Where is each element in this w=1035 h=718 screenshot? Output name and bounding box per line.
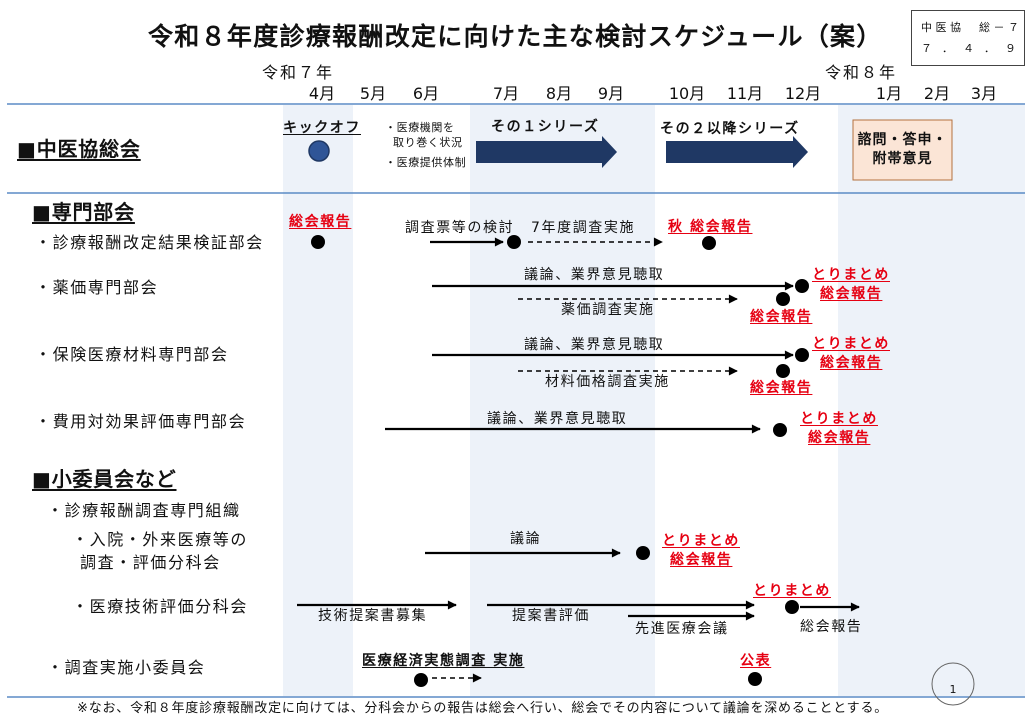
- month-label: 4月: [308, 84, 336, 103]
- row-label-drug-price: ・薬価専門部会: [35, 278, 159, 297]
- tech-report-label: 総会報告: [800, 619, 863, 635]
- materials-survey-report-dot: [776, 364, 790, 378]
- band-jul-sep: [470, 105, 655, 696]
- final-box-line1: 諮問・答申・: [857, 132, 948, 148]
- page-number-circle: [931, 662, 975, 706]
- advanced-medical-council-label: 先進医療会議: [635, 621, 729, 637]
- tech-summary-dot: [785, 600, 799, 614]
- footnote: ※なお、令和８年度診療報酬改定に向けては、分科会からの報告は総会へ行い、総会でそ…: [77, 701, 889, 716]
- verification-step1-label: 調査票等の検討: [405, 220, 515, 236]
- tech-proposal-review-label: 提案書評価: [512, 608, 590, 624]
- publish-label: 公表: [740, 653, 772, 669]
- month-label: 2月: [923, 84, 951, 103]
- topic-item: 取り巻く状況: [393, 136, 463, 149]
- month-label: 12月: [784, 84, 822, 103]
- drug-price-survey-report-label: 総会報告: [750, 309, 813, 325]
- month-label: 10月: [668, 84, 706, 103]
- row-label-inpatient-line2: 調査・評価分科会: [80, 553, 221, 572]
- row-label-survey-subcommittee: ・調査実施小委員会: [47, 658, 206, 677]
- series-2-arrow: [666, 136, 808, 168]
- year-label-end: 令和８年: [825, 63, 898, 82]
- month-label: 9月: [597, 84, 625, 103]
- cost-effectiveness-report-label: 総会報告: [808, 430, 871, 446]
- cost-effectiveness-summary-dot: [773, 423, 787, 437]
- section-heading-expert-committees: ■専門部会: [32, 200, 135, 224]
- inpatient-report-label: 総会報告: [670, 552, 733, 568]
- tech-summary-label: とりまとめ: [753, 583, 831, 599]
- cost-effectiveness-summary-label: とりまとめ: [800, 411, 878, 427]
- section-heading-subcommittees: ■小委員会など: [32, 467, 177, 491]
- row-label-survey-organization: ・診療報酬調査専門組織: [47, 501, 241, 520]
- drug-price-discussion-label: 議論、業界意見聴取: [524, 267, 665, 283]
- document-date-line: ７．４．９: [921, 42, 1025, 55]
- materials-summary-label: とりまとめ: [812, 336, 890, 352]
- kickoff-label: キックオフ: [283, 120, 361, 136]
- month-label: 1月: [875, 84, 903, 103]
- page-title: 令和８年度診療報酬改定に向けた主な検討スケジュール（案）: [148, 22, 883, 51]
- verification-autumn-report-dot: [702, 236, 716, 250]
- materials-summary-report-label: 総会報告: [820, 355, 883, 371]
- verification-autumn-report-label: 秋 総会報告: [668, 219, 753, 235]
- month-label: 11月: [726, 84, 764, 103]
- verification-report-dot: [311, 235, 325, 249]
- row-label-inpatient-line1: ・入院・外来医療等の: [72, 530, 249, 549]
- materials-survey-report-label: 総会報告: [750, 380, 813, 396]
- month-label: 5月: [359, 84, 387, 103]
- document-id-line1: 中医協 総－７: [921, 21, 1023, 34]
- drug-price-summary-label: とりまとめ: [812, 267, 890, 283]
- kickoff-marker: [308, 140, 330, 162]
- row-label-tech-assessment: ・医療技術評価分科会: [72, 597, 249, 616]
- materials-survey-label: 材料価格調査実施: [545, 374, 670, 390]
- cost-effectiveness-discussion-label: 議論、業界意見聴取: [487, 411, 628, 427]
- row-label-verification: ・診療報酬改定結果検証部会: [35, 233, 264, 252]
- verification-survey-start-dot: [507, 235, 521, 249]
- verification-step2-label: 7年度調査実施: [531, 220, 636, 236]
- inpatient-summary-label: とりまとめ: [662, 533, 740, 549]
- drug-price-summary-report-label: 総会報告: [820, 286, 883, 302]
- inpatient-summary-dot: [636, 546, 650, 560]
- page-number: 1: [949, 683, 957, 696]
- drug-price-survey-label: 薬価調査実施: [561, 302, 655, 318]
- materials-summary-dot: [795, 348, 809, 362]
- band-jan-mar: [838, 105, 1025, 696]
- year-label-start: 令和７年: [262, 63, 335, 82]
- section-heading-general-assembly: ■中医協総会: [17, 137, 141, 161]
- topic-item: ・医療機関を: [385, 121, 455, 134]
- verification-report-label: 総会報告: [289, 214, 352, 230]
- topic-item: ・医療提供体制: [385, 156, 467, 169]
- row-label-materials: ・保険医療材料専門部会: [35, 345, 229, 364]
- inpatient-discussion-label: 議論: [510, 531, 542, 547]
- final-box-line2: 附帯意見: [872, 151, 933, 167]
- materials-discussion-label: 議論、業界意見聴取: [524, 337, 665, 353]
- month-label: 7月: [492, 84, 520, 103]
- month-label: 8月: [545, 84, 573, 103]
- series-1-label: その１シリーズ: [491, 119, 600, 135]
- band-april: [283, 105, 353, 696]
- economic-survey-dot: [414, 673, 428, 687]
- economic-survey-label: 医療経済実態調査 実施: [362, 653, 525, 669]
- publish-dot: [748, 672, 762, 686]
- row-label-cost-effectiveness: ・費用対効果評価専門部会: [35, 412, 247, 431]
- final-report-box: [852, 119, 953, 181]
- drug-price-summary-dot: [795, 279, 809, 293]
- tech-proposal-call-label: 技術提案書募集: [318, 608, 428, 624]
- drug-price-survey-report-dot: [776, 292, 790, 306]
- document-id-badge: 中医協 総－７ ７．４．９: [911, 10, 1025, 66]
- month-label: 3月: [970, 84, 998, 103]
- month-label: 6月: [412, 84, 440, 103]
- series-1-arrow: [476, 136, 617, 168]
- series-2-label: その２以降シリーズ: [660, 121, 800, 137]
